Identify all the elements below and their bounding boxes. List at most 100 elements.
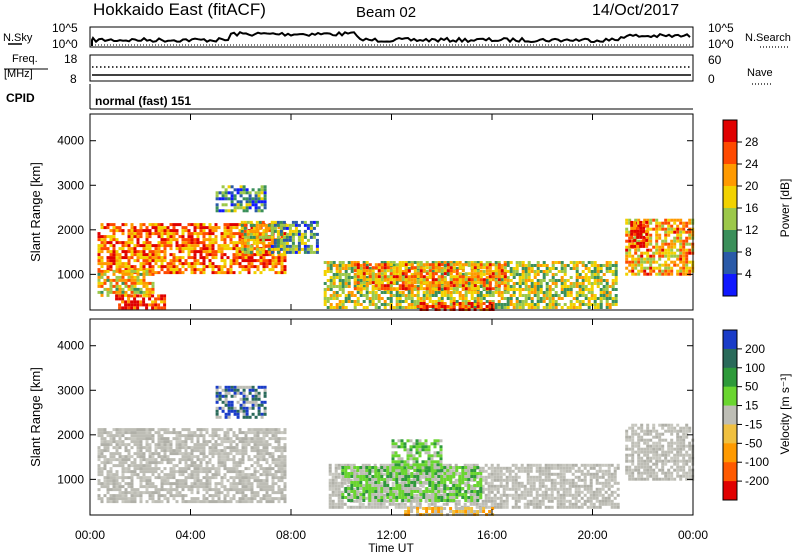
range-cell (118, 461, 122, 465)
range-cell (679, 239, 683, 243)
range-cell (172, 488, 176, 492)
range-cell (637, 221, 641, 225)
range-cell (215, 203, 219, 207)
range-cell (590, 261, 594, 264)
range-cell (244, 476, 248, 480)
range-cell (557, 270, 561, 273)
range-cell (270, 226, 274, 230)
range-cell (367, 505, 371, 509)
range-cell (338, 300, 342, 303)
range-cell (265, 494, 269, 498)
range-cell (548, 300, 552, 303)
range-cell (283, 464, 287, 468)
range-cell (261, 232, 265, 236)
range-cell (274, 461, 278, 465)
range-cell (527, 291, 531, 294)
range-cell (124, 272, 128, 276)
range-cell (273, 229, 277, 233)
range-cell (244, 500, 248, 504)
range-cell (193, 431, 197, 435)
range-cell (374, 291, 378, 294)
range-cell (358, 505, 362, 509)
range-cell (224, 197, 228, 201)
range-cell (130, 223, 134, 227)
y-tick-label: 4000 (57, 134, 84, 148)
range-cell (145, 268, 149, 272)
range-cell (419, 261, 423, 264)
range-cell (679, 218, 683, 222)
range-cell (277, 488, 281, 492)
range-cell (491, 294, 495, 297)
range-cell (199, 232, 203, 236)
range-cell (223, 244, 227, 248)
range-cell (602, 291, 606, 294)
range-cell (639, 244, 643, 248)
range-cell (97, 452, 101, 456)
range-cell (685, 251, 689, 255)
range-cell (151, 287, 155, 291)
range-cell (664, 248, 668, 252)
range-cell (127, 262, 131, 266)
range-cell (244, 497, 248, 501)
range-cell (551, 273, 555, 276)
range-cell (157, 259, 161, 263)
range-cell (118, 275, 122, 279)
range-cell (494, 284, 498, 288)
range-cell (347, 282, 351, 285)
range-cell (566, 306, 570, 309)
range-cell (649, 254, 653, 258)
range-cell (169, 229, 173, 233)
range-cell (160, 479, 164, 483)
range-cell (467, 300, 471, 303)
range-cell (235, 253, 239, 257)
range-cell (283, 497, 287, 501)
range-cell (392, 278, 396, 282)
range-cell (277, 467, 281, 471)
range-cell (211, 467, 215, 471)
range-cell (124, 284, 128, 288)
range-cell (124, 244, 128, 248)
range-cell (658, 266, 662, 270)
range-cell (262, 458, 266, 462)
range-cell (205, 482, 209, 486)
range-cell (539, 279, 543, 282)
range-cell (326, 297, 330, 300)
range-cell (205, 491, 209, 495)
range-cell (233, 197, 237, 201)
range-cell (247, 428, 251, 432)
range-cell (300, 247, 304, 251)
range-cell (283, 256, 287, 260)
range-cell (496, 502, 500, 506)
range-cell (187, 446, 191, 450)
range-cell (425, 266, 429, 270)
range-cell (418, 475, 422, 479)
range-cell (469, 484, 473, 488)
range-cell (395, 300, 399, 303)
range-cell (232, 470, 236, 474)
range-cell (410, 273, 414, 276)
range-cell (217, 494, 221, 498)
range-cell (661, 227, 665, 231)
range-cell (130, 250, 134, 254)
range-cell (106, 290, 110, 294)
range-cell (136, 303, 140, 307)
range-cell (611, 297, 615, 300)
range-cell (605, 291, 609, 294)
range-cell (265, 434, 269, 438)
range-cell (509, 294, 513, 297)
range-cell (145, 449, 149, 453)
range-cell (226, 271, 230, 275)
range-cell (512, 267, 516, 270)
range-cell (521, 300, 525, 303)
range-cell (268, 259, 272, 263)
range-cell (139, 226, 143, 230)
range-cell (478, 469, 482, 473)
range-cell (181, 485, 185, 489)
range-cell (250, 428, 254, 432)
range-cell (145, 467, 149, 471)
range-cell (214, 253, 218, 257)
range-cell (491, 270, 495, 273)
range-cell (217, 265, 221, 269)
range-cell (190, 464, 194, 468)
range-cell (211, 244, 215, 248)
